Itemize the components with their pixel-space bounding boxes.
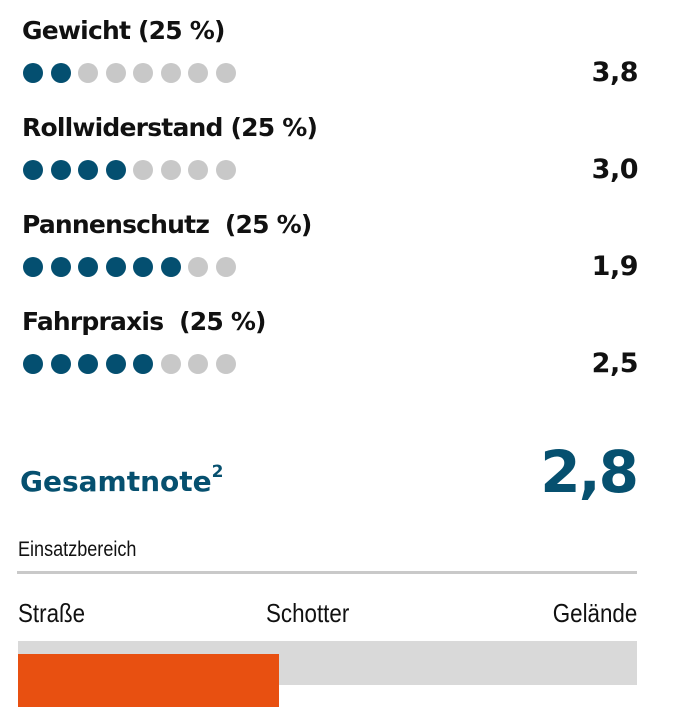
usage-title: Einsatzbereich (18, 538, 137, 561)
filled-dot-icon (23, 257, 43, 277)
empty-dot-icon (215, 160, 236, 180)
filled-dot-icon (105, 160, 126, 180)
total-grade-score: 2,8 (540, 438, 639, 506)
empty-dot-icon (160, 354, 181, 374)
criterion-score: 3,0 (591, 154, 639, 185)
criterion-gewicht: Gewicht (25 %) 3,8 (22, 16, 639, 106)
filled-dot-icon (50, 160, 71, 180)
total-grade-label: Gesamtnote2 (20, 461, 224, 498)
empty-dot-icon (188, 354, 208, 374)
scale-label-gelaende: Gelände (552, 598, 637, 628)
filled-dot-icon (160, 257, 181, 277)
empty-dot-icon (133, 160, 153, 180)
filled-dot-icon (23, 160, 43, 180)
criterion-label: Rollwiderstand (25 %) (22, 113, 318, 142)
empty-dot-icon (215, 257, 236, 277)
filled-dot-icon (105, 257, 126, 277)
criterion-score: 1,9 (591, 251, 639, 282)
empty-dot-icon (160, 160, 181, 180)
filled-dot-icon (78, 160, 98, 180)
empty-dot-icon (188, 63, 208, 83)
filled-dot-icon (78, 354, 98, 374)
criterion-score: 3,8 (591, 57, 639, 88)
scale-label-strasse: Straße (18, 598, 86, 628)
empty-dot-icon (215, 63, 236, 83)
criterion-rollwiderstand: Rollwiderstand (25 %) 3,0 (22, 113, 639, 203)
filled-dot-icon (50, 63, 71, 83)
rating-dots (23, 63, 236, 83)
filled-dot-icon (23, 63, 43, 83)
filled-dot-icon (23, 354, 43, 374)
rating-dots (23, 257, 236, 277)
criterion-fahrpraxis: Fahrpraxis (25 %) 2,5 (22, 307, 639, 397)
footnote-marker: 2 (211, 461, 224, 482)
criterion-label: Gewicht (25 %) (22, 16, 225, 45)
scale-label-schotter: Schotter (266, 598, 350, 628)
empty-dot-icon (78, 63, 98, 83)
criterion-label: Pannenschutz (25 %) (22, 210, 312, 239)
filled-dot-icon (50, 257, 71, 277)
empty-dot-icon (105, 63, 126, 83)
usage-bar-fill (18, 654, 279, 707)
criterion-pannenschutz: Pannenschutz (25 %) 1,9 (22, 210, 639, 300)
rating-dots (23, 354, 236, 374)
filled-dot-icon (105, 354, 126, 374)
empty-dot-icon (188, 160, 208, 180)
empty-dot-icon (133, 63, 153, 83)
filled-dot-icon (78, 257, 98, 277)
rating-dots (23, 160, 236, 180)
empty-dot-icon (160, 63, 181, 83)
filled-dot-icon (50, 354, 71, 374)
criterion-label: Fahrpraxis (25 %) (22, 307, 266, 336)
divider (17, 571, 637, 574)
filled-dot-icon (133, 257, 153, 277)
empty-dot-icon (188, 257, 208, 277)
criterion-score: 2,5 (591, 348, 639, 379)
filled-dot-icon (133, 354, 153, 374)
empty-dot-icon (215, 354, 236, 374)
